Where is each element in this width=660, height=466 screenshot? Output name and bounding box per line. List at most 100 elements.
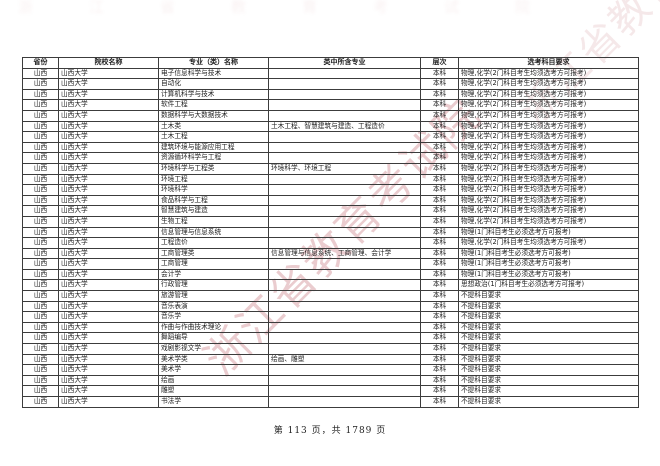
table-cell: 不提科目要求: [458, 385, 639, 397]
table-cell: 建筑环境与能源应用工程: [158, 141, 269, 154]
table-cell: 自动化: [158, 78, 269, 90]
table-cell: 本科: [420, 374, 459, 387]
table-cell: [268, 194, 421, 207]
table-cell: 山西大学: [58, 67, 159, 80]
table-cell: 山西: [22, 258, 59, 270]
table-cell: 山西: [22, 109, 59, 122]
table-cell: 资源循环科学与工程: [158, 152, 269, 164]
table-cell: 舞蹈编导: [158, 332, 269, 345]
table-cell: 山西大学: [58, 396, 159, 408]
table-cell: 本科: [420, 237, 459, 249]
table-cell: 绘画、雕塑: [268, 353, 421, 366]
table-cell: 物理,化学(2门科目考生均须选考方可报考): [458, 173, 639, 186]
table-cell: 本科: [420, 152, 459, 164]
column-header: 专业（类）名称: [158, 57, 269, 69]
table-cell: 山西大学: [58, 237, 159, 249]
table-cell: 山西大学: [58, 258, 159, 270]
table-cell: [268, 99, 421, 111]
table-cell: 山西: [22, 300, 59, 313]
table-cell: 本科: [420, 109, 459, 122]
table-cell: 山西: [22, 343, 59, 355]
table-cell: 山西: [22, 184, 59, 196]
table-cell: 不提科目要求: [458, 396, 639, 408]
table-cell: 本科: [420, 131, 459, 143]
table-cell: 山西: [22, 194, 59, 207]
table-cell: 山西: [22, 67, 59, 80]
table-cell: 本科: [420, 258, 459, 270]
table-cell: 不提科目要求: [458, 332, 639, 345]
table-cell: 山西: [22, 173, 59, 186]
table-cell: 工商管理: [158, 258, 269, 270]
table-cell: 山西大学: [58, 99, 159, 111]
table-cell: 山西: [22, 237, 59, 249]
table-cell: 作曲与作曲技术理论: [158, 321, 269, 334]
table-cell: [268, 311, 421, 323]
table-row: 山西 山西大学 雕塑 本科 不提科目要求: [22, 385, 639, 397]
table-cell: 山西: [22, 78, 59, 90]
table-row: 山西 山西大学 美术学 本科 不提科目要求: [22, 364, 639, 376]
table-cell: 本科: [420, 173, 459, 186]
table-cell: [268, 343, 421, 355]
table-row: 山西 山西大学 行政管理 本科 思想政治(1门科目考生必须选考方可报考): [22, 279, 639, 292]
table-cell: 本科: [420, 290, 459, 302]
table-row: 山西 山西大学 工程造价 本科 物理,化学(2门科目考生均须选考方可报考): [22, 237, 639, 249]
table-cell: 本科: [420, 194, 459, 207]
table-cell: 本科: [420, 343, 459, 355]
column-header: 院校名称: [58, 57, 159, 69]
table-cell: [268, 268, 421, 281]
table-cell: 不提科目要求: [458, 364, 639, 376]
admissions-table-container: 省份 院校名称 专业（类）名称 类中所含专业 层次 选考科目要求 山西 山西大学 电子信息科学…: [22, 57, 639, 408]
table-cell: 不提科目要求: [458, 321, 639, 334]
table-cell: 土木类: [158, 120, 269, 133]
table-cell: 山西: [22, 247, 59, 260]
table-cell: 物理,化学(2门科目考生均须选考方可报考): [458, 88, 639, 101]
table-cell: 山西大学: [58, 205, 159, 217]
table-cell: [268, 321, 421, 334]
table-cell: 物理,化学(2门科目考生均须选考方可报考): [458, 184, 639, 196]
table-cell: 戏剧影视文学: [158, 343, 269, 355]
table-cell: 环境科学与工程类: [158, 162, 269, 175]
table-cell: 本科: [420, 67, 459, 80]
table-body: 山西 山西大学 电子信息科学与技术 本科 物理,化学(2门科目考生均须选考方可报考) 山西…: [22, 67, 639, 408]
table-cell: 山西大学: [58, 109, 159, 122]
table-cell: 山西: [22, 205, 59, 217]
table-cell: [268, 226, 421, 239]
table-cell: 物理,化学(2门科目考生均须选考方可报考): [458, 78, 639, 90]
table-cell: 山西: [22, 332, 59, 345]
table-cell: 山西: [22, 226, 59, 239]
table-cell: 土木工程: [158, 131, 269, 143]
table-cell: 山西: [22, 120, 59, 133]
table-row: 山西 山西大学 资源循环科学与工程 本科 物理,化学(2门科目考生均须选考方可报考): [22, 152, 639, 164]
table-cell: 山西大学: [58, 332, 159, 345]
table-row: 山西 山西大学 舞蹈编导 本科 不提科目要求: [22, 332, 639, 345]
table-cell: 本科: [420, 321, 459, 334]
table-row: 山西 山西大学 智慧建筑与建造 本科 物理,化学(2门科目考生均须选考方可报考): [22, 205, 639, 217]
table-cell: 物理(1门科目考生必须选考方可报考): [458, 247, 639, 260]
table-cell: 智慧建筑与建造: [158, 205, 269, 217]
table-row: 山西 山西大学 会计学 本科 物理(1门科目考生必须选考方可报考): [22, 268, 639, 281]
table-cell: 不提科目要求: [458, 343, 639, 355]
table-cell: [268, 141, 421, 154]
table-row: 山西 山西大学 电子信息科学与技术 本科 物理,化学(2门科目考生均须选考方可报考): [22, 67, 639, 80]
table-cell: [268, 184, 421, 196]
table-cell: 本科: [420, 300, 459, 313]
table-cell: 物理(1门科目考生必须选考方可报考): [458, 268, 639, 281]
table-cell: 山西: [22, 385, 59, 397]
table-cell: 物理,化学(2门科目考生均须选考方可报考): [458, 215, 639, 228]
table-cell: 音乐学: [158, 311, 269, 323]
column-header: 类中所含专业: [268, 57, 421, 69]
table-cell: [268, 374, 421, 387]
table-row: 山西 山西大学 环境科学 本科 物理,化学(2门科目考生均须选考方可报考): [22, 184, 639, 196]
table-row: 山西 山西大学 作曲与作曲技术理论 本科 不提科目要求: [22, 321, 639, 334]
table-cell: 不提科目要求: [458, 311, 639, 323]
table-cell: 山西大学: [58, 385, 159, 397]
table-row: 山西 山西大学 土木类 土木工程、智慧建筑与建造、工程造价 本科 物理,化学(2门科目考生…: [22, 120, 639, 133]
table-row: 山西 山西大学 土木工程 本科 物理,化学(2门科目考生均须选考方可报考): [22, 131, 639, 143]
table-row: 山西 山西大学 数据科学与大数据技术 本科 物理,化学(2门科目考生均须选考方可报考): [22, 109, 639, 122]
table-header: 省份 院校名称 专业（类）名称 类中所含专业 层次 选考科目要求: [22, 57, 639, 69]
table-cell: 山西大学: [58, 194, 159, 207]
table-cell: 物理,化学(2门科目考生均须选考方可报考): [458, 152, 639, 164]
table-cell: 山西: [22, 290, 59, 302]
table-cell: 本科: [420, 205, 459, 217]
